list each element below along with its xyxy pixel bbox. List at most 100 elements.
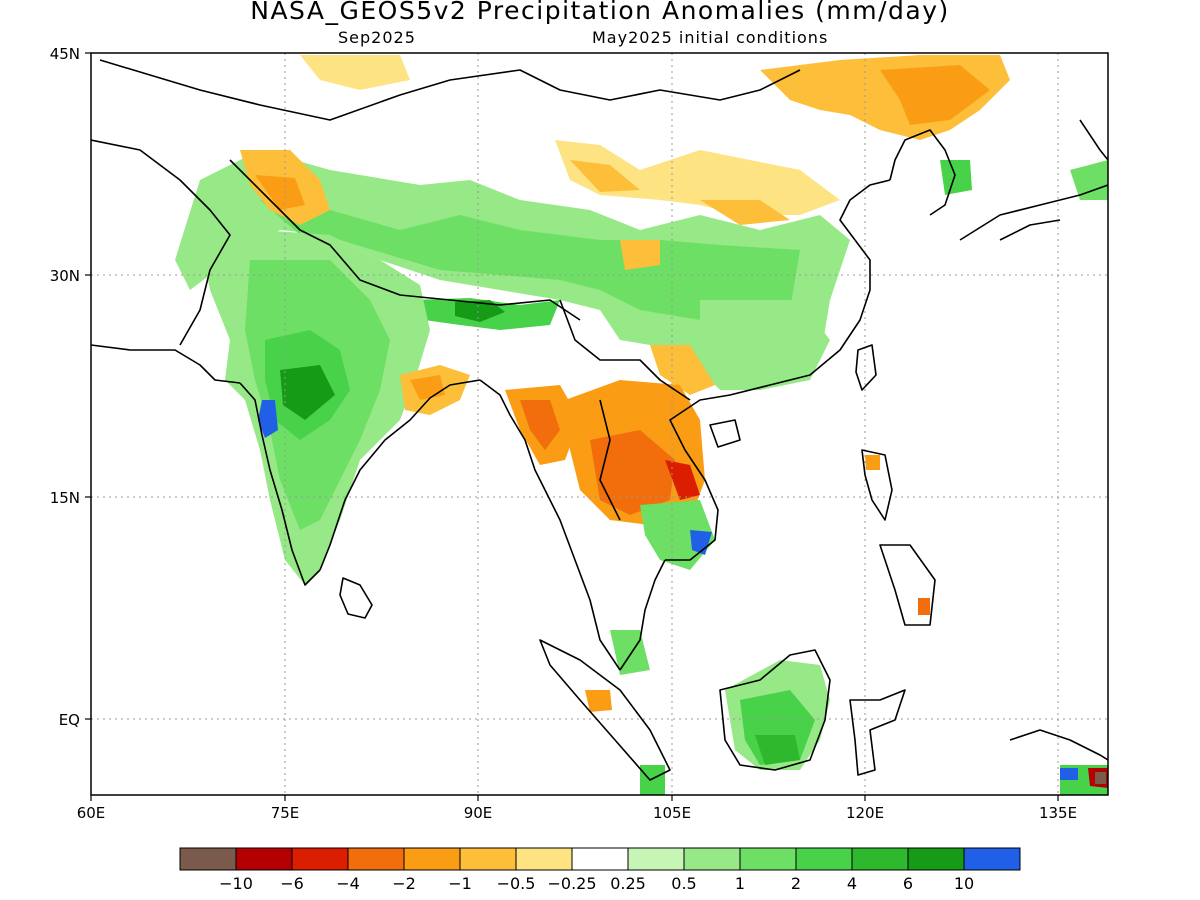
lon-label-105e: 105E xyxy=(653,804,691,822)
colorbar-tick-label: −0.25 xyxy=(547,874,596,893)
anomaly-myanmar-core xyxy=(520,400,560,450)
anomaly-north-china-dry2 xyxy=(570,160,640,192)
anomaly-new-guinea-brown xyxy=(1095,772,1106,784)
anomaly-south-china-wet xyxy=(700,300,830,390)
colorbar-swatch xyxy=(627,847,685,871)
colorbar-tick-label: 0.25 xyxy=(610,874,646,893)
anomaly-cambodia-wet xyxy=(640,500,715,570)
anomaly-india-max xyxy=(258,400,278,438)
anomaly-vietnam-red xyxy=(665,460,700,500)
anomaly-luzon-dry xyxy=(865,455,880,470)
colorbar-swatch xyxy=(515,847,573,871)
lon-label-120e: 120E xyxy=(846,804,884,822)
coast-east-china xyxy=(839,179,891,241)
plot-frame xyxy=(90,52,1109,796)
coast-bohai-korea xyxy=(889,129,956,216)
anomaly-north-china-dry xyxy=(555,140,840,215)
coast-sri-lanka xyxy=(339,577,373,619)
colorbar-tick-label: −2 xyxy=(392,874,416,893)
border-himalaya xyxy=(229,159,581,321)
colorbar-swatch xyxy=(683,847,741,871)
anomaly-india-core xyxy=(280,365,335,420)
coast-philippines-south xyxy=(879,544,936,626)
anomaly-tibet-mid xyxy=(260,200,800,330)
colorbar-tick-label: −10 xyxy=(219,874,253,893)
coast-arabian-west xyxy=(91,344,241,384)
anomaly-new-guinea-blue xyxy=(1060,768,1078,780)
colorbar: −10 −6 −4 −2 −1 −0.5 −0.25 0.25 0.5 1 2 4 6 10 xyxy=(179,847,1021,893)
anomaly-himalaya-core xyxy=(455,300,505,322)
anomaly-south-china-dry2 xyxy=(650,345,715,395)
colorbar-tick-label: 1 xyxy=(735,874,745,893)
anomaly-java-wet xyxy=(640,765,665,795)
coast-cambodia-vietnam xyxy=(665,394,731,561)
coast-borneo xyxy=(719,649,831,771)
lon-label-60e: 60E xyxy=(77,804,106,822)
anomaly-northeast-dry-core xyxy=(880,65,990,125)
anomaly-fill-layer xyxy=(175,55,1108,795)
coast-philippines-luzon xyxy=(861,449,893,521)
anomaly-north-china-dry3 xyxy=(700,200,790,225)
anomaly-korea-wet xyxy=(940,160,972,195)
coast-india-west xyxy=(239,382,321,586)
colorbar-swatch xyxy=(739,847,797,871)
coast-sumatra xyxy=(539,639,671,781)
chart-title: NASA_GEOS5v2 Precipitation Anomalies (mm… xyxy=(250,0,950,25)
coast-myanmar-south xyxy=(544,489,621,671)
anomaly-indochina-core xyxy=(590,430,675,515)
coastline-layer xyxy=(91,59,1108,781)
colorbar-tick-label: 4 xyxy=(847,874,857,893)
coast-india-east xyxy=(319,379,481,571)
anomaly-mongolia-dry xyxy=(300,55,410,90)
anomaly-south-china-dry xyxy=(620,240,660,270)
anomaly-kashmir-core xyxy=(255,175,305,210)
coast-hainan xyxy=(709,419,741,448)
colorbar-tick-label: 2 xyxy=(791,874,801,893)
anomaly-sumatra-dry xyxy=(585,690,612,712)
colorbar-swatch xyxy=(403,847,461,871)
anomaly-borneo-core xyxy=(755,735,800,765)
coast-taiwan xyxy=(855,344,877,391)
colorbar-tick-label: −4 xyxy=(336,874,360,893)
colorbar-swatch xyxy=(179,847,237,871)
colorbar-tick-label: −1 xyxy=(448,874,472,893)
init-conditions-label: May2025 initial conditions xyxy=(592,28,829,47)
coast-south-china xyxy=(729,239,871,396)
coast-new-guinea xyxy=(1009,729,1108,761)
colorbar-swatch xyxy=(347,847,405,871)
border-central-asia xyxy=(91,139,231,346)
colorbar-swatch xyxy=(907,847,965,871)
colorbar-tick-label: −0.5 xyxy=(497,874,536,893)
lon-label-75e: 75E xyxy=(271,804,300,822)
lat-label-15n: 15N xyxy=(50,489,80,507)
lat-label-45n: 45N xyxy=(50,45,80,63)
anomaly-mindanao-dry xyxy=(918,598,930,615)
colorbar-swatch xyxy=(235,847,293,871)
lat-label-30n: 30N xyxy=(50,267,80,285)
colorbar-swatch xyxy=(291,847,349,871)
colorbar-swatch xyxy=(851,847,909,871)
coast-thai-gulf xyxy=(619,559,666,671)
axis-ticks xyxy=(85,52,1059,801)
coast-bangladesh-myanmar xyxy=(479,379,546,491)
border-indochina xyxy=(559,299,691,521)
anomaly-japan-wet xyxy=(1070,160,1108,200)
anomaly-sumatra-wet xyxy=(610,630,650,675)
colorbar-tick-label: 10 xyxy=(954,874,974,893)
colorbar-swatch xyxy=(795,847,853,871)
grid-lines xyxy=(91,53,1108,795)
colorbar-tick-label: 6 xyxy=(903,874,913,893)
colorbar-tick-label: 0.5 xyxy=(671,874,696,893)
valid-month-label: Sep2025 xyxy=(338,28,416,47)
coast-sulawesi xyxy=(849,689,906,776)
lon-label-135e: 135E xyxy=(1039,804,1077,822)
coast-japan xyxy=(959,119,1108,241)
lat-label-eq: EQ xyxy=(59,711,80,729)
lon-label-90e: 90E xyxy=(464,804,493,822)
border-china-north xyxy=(99,59,801,121)
colorbar-swatch xyxy=(459,847,517,871)
colorbar-swatch xyxy=(963,847,1021,871)
colorbar-swatch xyxy=(571,847,629,871)
colorbar-tick-label: −6 xyxy=(280,874,304,893)
